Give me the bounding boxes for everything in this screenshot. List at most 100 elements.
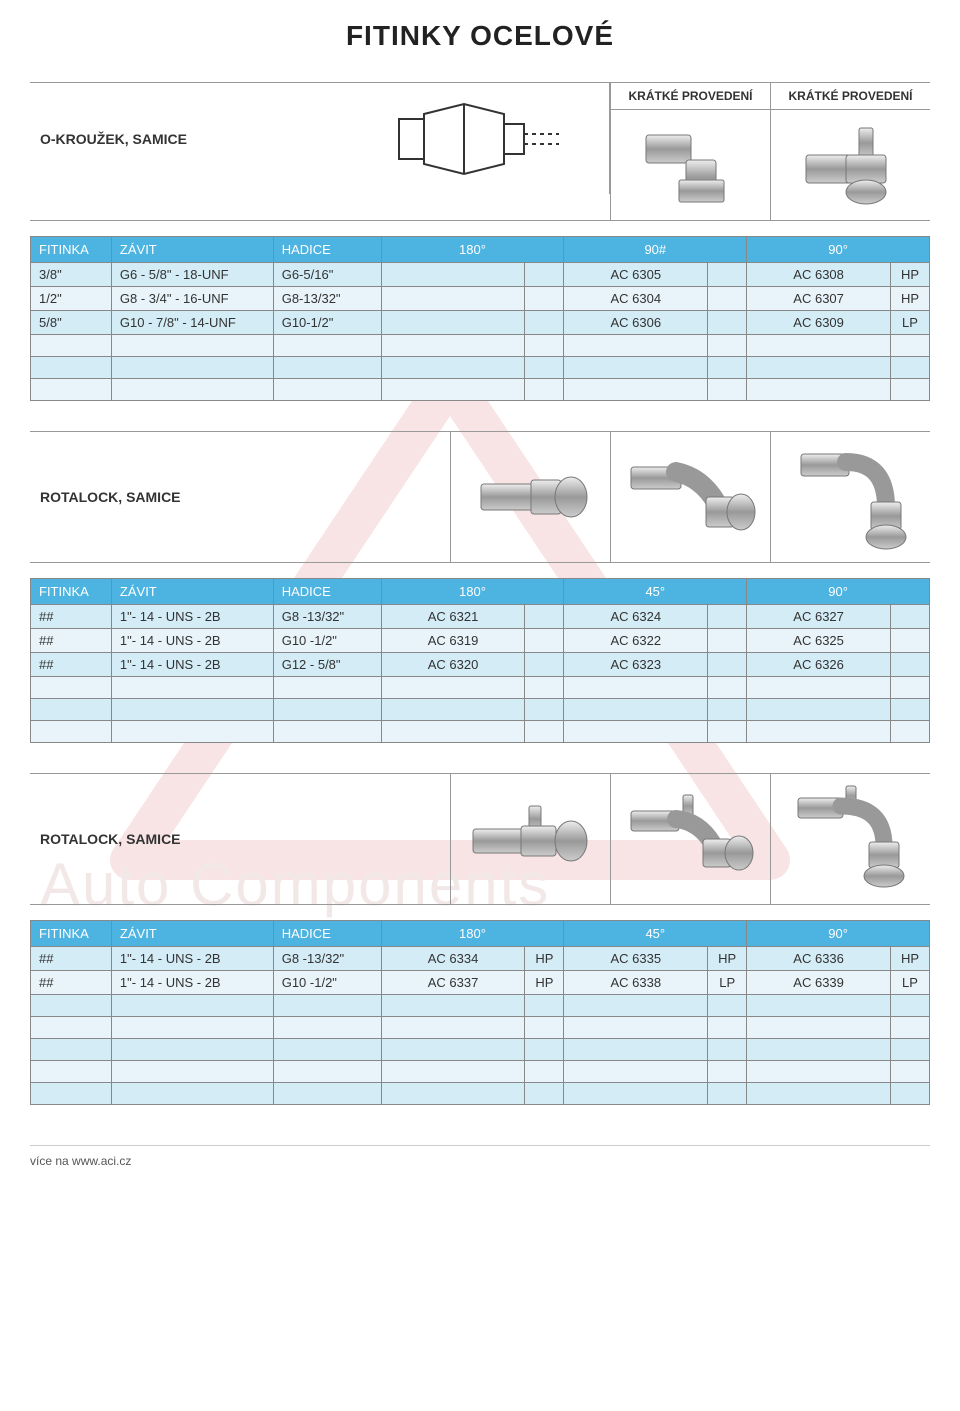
cell-90b-suffix: LP	[891, 311, 930, 335]
cell-180-suffix	[525, 653, 564, 677]
table-row	[31, 699, 930, 721]
cell-90b-suffix	[891, 379, 930, 401]
table-row: 5/8"G10 - 7/8" - 14-UNFG10-1/2"AC 6306AC…	[31, 311, 930, 335]
cell-180-suffix	[525, 311, 564, 335]
cell-45: AC 6324	[564, 605, 708, 629]
cell-180-suffix	[525, 699, 564, 721]
cell-fitinka: ##	[31, 605, 112, 629]
col-zavit: ZÁVIT	[111, 921, 273, 947]
cell-90	[747, 1039, 891, 1061]
section-1-header: O-KROUŽEK, SAMICE KRÁTKÉ PROVEDENÍ	[30, 82, 930, 221]
cell-90b	[747, 335, 891, 357]
col-180: 180°	[381, 921, 564, 947]
fitting-straight-port-photo-icon	[461, 794, 601, 884]
cell-180-suffix	[525, 263, 564, 287]
section-2: ROTALOCK, SAMICE	[30, 431, 930, 743]
table-row: 3/8"G6 - 5/8" - 18-UNFG6-5/16" AC 6305 AC …	[31, 263, 930, 287]
cell-180: AC 6319	[381, 629, 525, 653]
cell-180-suffix	[525, 287, 564, 311]
cell-45-suffix	[708, 1083, 747, 1105]
cell-180	[381, 379, 525, 401]
cell-45-suffix	[708, 1017, 747, 1039]
section-1: O-KROUŽEK, SAMICE KRÁTKÉ PROVEDENÍ	[30, 82, 930, 401]
cell-45-suffix	[708, 995, 747, 1017]
cell-zavit	[111, 335, 273, 357]
table-row	[31, 1039, 930, 1061]
cell-180	[381, 335, 525, 357]
cell-hadice: G6-5/16"	[273, 263, 381, 287]
cell-hadice	[273, 699, 381, 721]
cell-hadice: G8-13/32"	[273, 287, 381, 311]
cell-zavit	[111, 995, 273, 1017]
cell-180	[381, 1017, 525, 1039]
cell-45-suffix	[708, 677, 747, 699]
cell-180-suffix	[525, 1061, 564, 1083]
section-3: ROTALOCK, SAMICE	[30, 773, 930, 1105]
cell-90a: AC 6305	[564, 263, 708, 287]
cell-hadice: G8 -13/32"	[273, 947, 381, 971]
cell-180-suffix	[525, 1083, 564, 1105]
cell-90-suffix	[891, 721, 930, 743]
cell-180	[381, 1061, 525, 1083]
cell-180	[381, 995, 525, 1017]
cell-zavit	[111, 1017, 273, 1039]
cell-zavit: G6 - 5/8" - 18-UNF	[111, 263, 273, 287]
cell-180: AC 6320	[381, 653, 525, 677]
cell-zavit: 1"- 14 - UNS - 2B	[111, 605, 273, 629]
cell-90a	[564, 357, 708, 379]
col-90: 90°	[747, 921, 930, 947]
cell-zavit	[111, 1083, 273, 1105]
cell-45-suffix: HP	[708, 947, 747, 971]
cell-90	[747, 677, 891, 699]
fitting-diagram-icon	[379, 94, 579, 184]
fitting-45-photo-icon	[621, 447, 761, 547]
cell-fitinka: 3/8"	[31, 263, 112, 287]
cell-hadice	[273, 1017, 381, 1039]
cell-hadice	[273, 1061, 381, 1083]
cell-90-suffix	[891, 995, 930, 1017]
section-3-title: ROTALOCK, SAMICE	[40, 831, 181, 847]
cell-90a: AC 6304	[564, 287, 708, 311]
table-row: ##1"- 14 - UNS - 2BG12 - 5/8"AC 6320AC 6…	[31, 653, 930, 677]
table-row: ##1"- 14 - UNS - 2BG10 -1/2"AC 6337HPAC …	[31, 971, 930, 995]
cell-45-suffix	[708, 1039, 747, 1061]
cell-zavit: 1"- 14 - UNS - 2B	[111, 971, 273, 995]
cell-180	[381, 699, 525, 721]
cell-45-suffix	[708, 1061, 747, 1083]
col-90b: 90°	[747, 237, 930, 263]
cell-hadice	[273, 677, 381, 699]
fitting-straight-photo-icon	[466, 452, 596, 542]
cell-zavit	[111, 379, 273, 401]
cell-45-suffix	[708, 629, 747, 653]
cell-180-suffix	[525, 1017, 564, 1039]
cell-hadice: G10-1/2"	[273, 311, 381, 335]
section-2-header: ROTALOCK, SAMICE	[30, 431, 930, 563]
cell-45: AC 6335	[564, 947, 708, 971]
cell-hadice	[273, 1083, 381, 1105]
cell-90	[747, 1083, 891, 1105]
cell-hadice	[273, 379, 381, 401]
table-row: ##1"- 14 - UNS - 2BG8 -13/32"AC 6321AC 6…	[31, 605, 930, 629]
cell-180-suffix	[525, 629, 564, 653]
cell-90-suffix	[891, 653, 930, 677]
cell-fitinka	[31, 1061, 112, 1083]
cell-90b: AC 6308	[747, 263, 891, 287]
col-fitinka: FITINKA	[31, 921, 112, 947]
cell-90a-suffix	[708, 335, 747, 357]
col-45: 45°	[564, 579, 747, 605]
table-row	[31, 335, 930, 357]
cell-45: AC 6323	[564, 653, 708, 677]
cell-hadice: G12 - 5/8"	[273, 653, 381, 677]
cell-fitinka	[31, 1017, 112, 1039]
cell-180-suffix: HP	[525, 971, 564, 995]
cell-180-suffix	[525, 379, 564, 401]
cell-90a	[564, 379, 708, 401]
cell-90	[747, 1017, 891, 1039]
cell-90	[747, 1061, 891, 1083]
cell-zavit	[111, 721, 273, 743]
section-3-header: ROTALOCK, SAMICE	[30, 773, 930, 905]
cell-hadice: G10 -1/2"	[273, 971, 381, 995]
cell-180	[381, 357, 525, 379]
table-row	[31, 379, 930, 401]
cell-90: AC 6336	[747, 947, 891, 971]
